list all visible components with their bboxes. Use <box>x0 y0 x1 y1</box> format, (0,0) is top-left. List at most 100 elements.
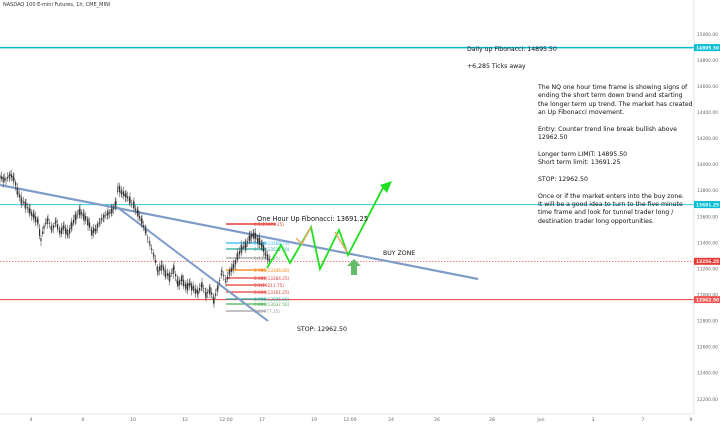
candle-body <box>232 263 234 270</box>
candle-body <box>89 222 91 228</box>
projection-arrow-head <box>380 181 392 193</box>
candle-body <box>207 291 209 294</box>
candle-body <box>35 216 37 223</box>
price-tick-label: 15000.00 <box>697 32 718 38</box>
candle-body <box>231 267 233 272</box>
candle-body <box>46 218 48 224</box>
candle-body <box>113 207 115 210</box>
candle-body <box>145 230 147 234</box>
time-tick-label: 9 <box>690 417 693 423</box>
one-hour-fib-label: One Hour Up Fibonacci: 13691.25 <box>257 215 369 223</box>
candle-body <box>17 192 19 194</box>
candle-body <box>255 233 257 240</box>
projection-alt-path[interactable] <box>295 226 312 246</box>
candle-body <box>212 296 214 300</box>
candle-body <box>73 219 75 224</box>
candle-body <box>229 270 231 272</box>
candle-body <box>157 270 159 273</box>
candle-body <box>57 224 59 229</box>
candle-body <box>25 203 27 206</box>
candle-body <box>21 200 23 202</box>
candle-body <box>28 208 30 214</box>
candle-body <box>264 252 266 256</box>
candle-body <box>209 287 211 294</box>
price-tick-label: 12800.00 <box>697 319 718 325</box>
candle-body <box>143 225 145 228</box>
time-tick-label: Jun <box>536 417 544 423</box>
candle-body <box>237 255 239 257</box>
candle-body <box>29 208 31 213</box>
candle-body <box>16 187 18 195</box>
candle-body <box>183 279 185 287</box>
candle-body <box>4 177 6 181</box>
fib-level-label: 0.786(13346.00) <box>254 268 290 273</box>
price-scale[interactable]: 15000.00 14800.00 14600.00 14400.00 14200.00… <box>693 0 720 425</box>
ticks-away-label: +6,285 Ticks away <box>467 63 526 70</box>
candle-body <box>215 293 217 296</box>
time-scale[interactable]: 4 6 10 12 12:00 17 19 12:00 24 26 28 Jun 3 7 9 <box>0 413 720 425</box>
candle-body <box>23 201 25 203</box>
candle-body <box>95 228 97 232</box>
candle-body <box>98 222 100 224</box>
candle-body <box>86 220 88 222</box>
candle-body <box>152 253 154 255</box>
candle-body <box>77 214 79 215</box>
candle-body <box>268 258 270 262</box>
candle-body <box>153 255 155 257</box>
candle-body <box>5 179 7 181</box>
time-tick-label: 19 <box>311 417 317 423</box>
price-tick-label: 14600.00 <box>697 84 718 90</box>
time-tick-label: 24 <box>388 417 394 423</box>
candle-body <box>241 247 243 249</box>
buy-zone-arrow-icon[interactable] <box>347 259 361 275</box>
candle-body <box>151 248 153 250</box>
candle-body <box>233 265 235 267</box>
candle-body <box>179 280 181 286</box>
candle-body <box>204 292 206 294</box>
price-tick-label: 12400.00 <box>697 371 718 377</box>
price-tick-label: 14800.00 <box>697 58 718 64</box>
time-tick-label: 28 <box>489 417 495 423</box>
candle-body <box>0 175 1 179</box>
candle-body <box>140 218 142 222</box>
candle-body <box>37 218 39 224</box>
candle-body <box>192 286 194 290</box>
candle-body <box>117 187 119 189</box>
fib-level-label: 0.786(13085.00) <box>254 297 290 302</box>
candle-body <box>227 276 229 280</box>
candle-body <box>27 206 29 209</box>
candle-body <box>65 227 67 235</box>
price-level-tag-label: 13691.25 <box>696 202 719 208</box>
time-tick-label: 7 <box>642 417 645 423</box>
candle-body <box>1 176 3 180</box>
price-level-tag <box>694 296 720 304</box>
candle-body <box>155 259 157 264</box>
candle-body <box>33 213 35 219</box>
candle-body <box>114 201 116 208</box>
candle-body <box>53 225 55 229</box>
candle-body <box>159 266 161 271</box>
projection-alt-path-2[interactable] <box>334 231 348 253</box>
time-scale-bg <box>0 414 720 425</box>
candle-body <box>220 273 222 276</box>
price-tick-label: 13000.00 <box>697 293 718 299</box>
time-tick-label: 12:00 <box>219 417 232 423</box>
candle-body <box>32 214 34 218</box>
candle-body <box>31 211 33 216</box>
price-level-tag <box>694 201 720 209</box>
projection-path <box>266 181 392 275</box>
price-tick-label: 12600.00 <box>697 345 718 351</box>
fib-level-label: 0.886(13037.50) <box>254 302 290 307</box>
candle-body <box>71 223 73 226</box>
price-candles <box>0 169 270 308</box>
candle-body <box>79 208 81 216</box>
long-downtrend-line[interactable] <box>0 183 479 281</box>
candle-body <box>252 233 254 237</box>
candle-body <box>235 260 237 265</box>
candle-body <box>61 227 63 234</box>
buy-zone-label: BUY ZONE <box>383 250 416 257</box>
price-tick-label: 14000.00 <box>697 162 718 168</box>
candle-body <box>171 273 173 274</box>
candle-body <box>119 185 121 193</box>
